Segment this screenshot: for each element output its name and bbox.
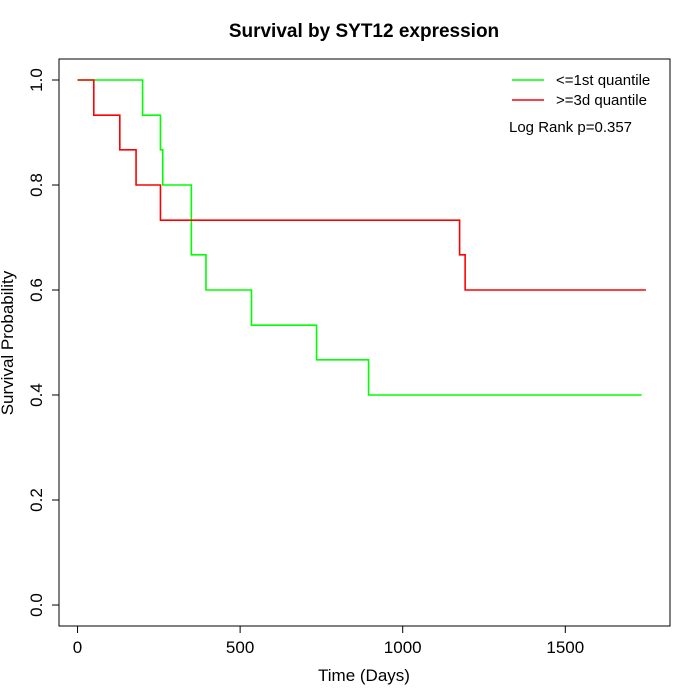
log-rank-annotation: Log Rank p=0.357	[509, 119, 632, 136]
legend-label: >=3d quantile	[556, 92, 647, 109]
survival-curve-2	[77, 79, 646, 291]
x-tick-label: 1500	[546, 638, 584, 657]
legend: <=1st quantile >=3d quantile	[512, 72, 650, 109]
y-axis: 0.0 0.2 0.4 0.6 0.8 1.0	[27, 68, 60, 617]
chart-title: Survival by SYT12 expression	[229, 21, 499, 42]
plot-frame	[58, 58, 671, 627]
y-tick-label: 1.0	[27, 68, 46, 92]
x-tick-label: 0	[73, 638, 82, 657]
y-tick-label: 0.0	[27, 593, 46, 617]
x-axis-label: Time (Days)	[318, 666, 410, 685]
x-tick-label: 500	[226, 638, 254, 657]
legend-label: <=1st quantile	[556, 72, 650, 89]
y-tick-label: 0.2	[27, 488, 46, 512]
x-axis: 0 500 1000 1500	[73, 625, 584, 657]
survival-curve-1	[77, 79, 642, 396]
series-layer	[77, 79, 646, 396]
y-tick-label: 0.4	[27, 383, 46, 407]
x-tick-label: 1000	[384, 638, 422, 657]
y-tick-label: 0.8	[27, 173, 46, 197]
y-tick-label: 0.6	[27, 278, 46, 302]
y-axis-label: Survival Probability	[0, 270, 17, 415]
